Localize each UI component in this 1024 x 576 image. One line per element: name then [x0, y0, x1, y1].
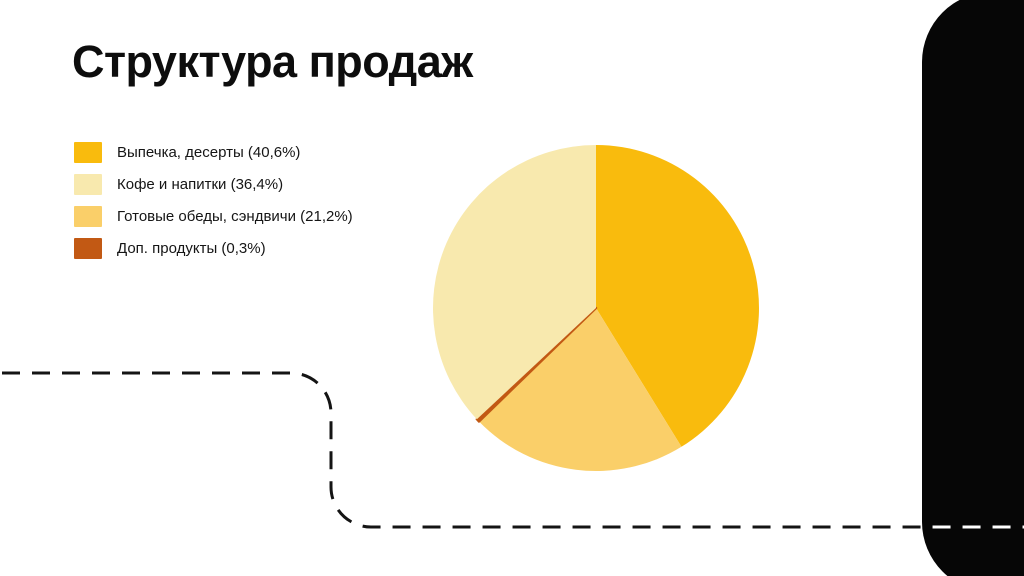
- legend-swatch: [74, 174, 102, 195]
- legend-swatch: [74, 238, 102, 259]
- legend-label: Кофе и напитки (36,4%): [117, 176, 284, 193]
- legend-label: Выпечка, десерты (40,6%): [117, 144, 301, 161]
- pie-slice-1: [596, 145, 759, 447]
- legend-label: Готовые обеды, сэндвичи (21,2%): [117, 208, 353, 225]
- legend-item: Готовые обеды, сэндвичи (21,2%): [74, 206, 353, 227]
- legend-item: Доп. продукты (0,3%): [74, 238, 353, 259]
- legend-swatch: [74, 142, 102, 163]
- legend-item: Кофе и напитки (36,4%): [74, 174, 353, 195]
- legend-swatch: [74, 206, 102, 227]
- legend-item: Выпечка, десерты (40,6%): [74, 142, 353, 163]
- page-title: Структура продаж: [72, 36, 473, 87]
- chart-legend: Выпечка, десерты (40,6%) Кофе и напитки …: [74, 142, 353, 259]
- legend-label: Доп. продукты (0,3%): [117, 240, 266, 257]
- pie-chart: [433, 145, 759, 471]
- pie-slice-2: [433, 145, 596, 420]
- black-side-panel: [922, 0, 1024, 576]
